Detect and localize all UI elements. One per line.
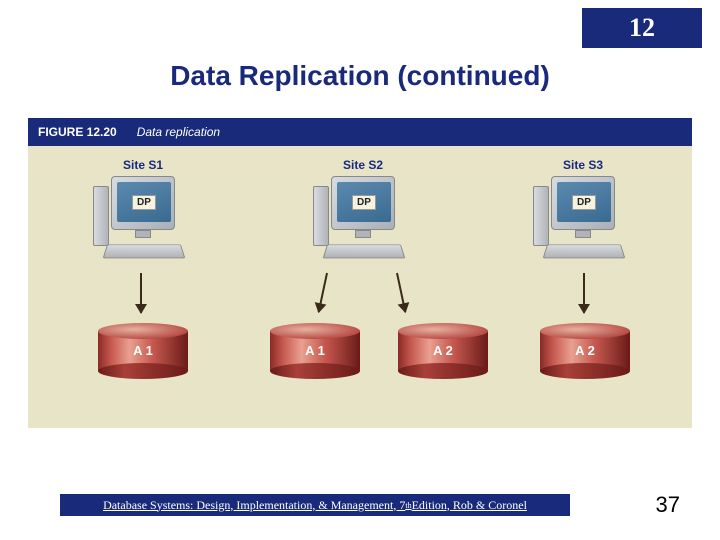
computer-icon: DP [93, 176, 193, 266]
figure-number: FIGURE 12.20 [38, 125, 117, 139]
monitor-icon: DP [551, 176, 615, 230]
database-cylinder-icon: A 1 [98, 323, 188, 378]
footer-text-suffix: Edition, Rob & Coronel [412, 498, 527, 513]
monitor-icon: DP [331, 176, 395, 230]
cylinder-top [540, 323, 630, 339]
chapter-number-box: 12 [582, 8, 702, 48]
figure-header: FIGURE 12.20 Data replication [28, 118, 692, 146]
site-group-0: Site S1 DP [83, 158, 203, 266]
cylinder-bottom [398, 363, 488, 379]
cylinder-label: A 1 [270, 343, 360, 358]
computer-icon: DP [313, 176, 413, 266]
database-cylinder-icon: A 2 [398, 323, 488, 378]
cylinder-label: A 2 [540, 343, 630, 358]
footer-citation: Database Systems: Design, Implementation… [60, 494, 570, 516]
cylinder-top [398, 323, 488, 339]
site-group-1: Site S2 DP [303, 158, 423, 266]
dp-badge: DP [132, 195, 156, 210]
screen-icon: DP [557, 182, 611, 222]
slide-title: Data Replication (continued) [0, 60, 720, 92]
arrow-icon [318, 273, 328, 313]
monitor-stand-icon [355, 230, 371, 238]
figure-caption: Data replication [137, 125, 220, 139]
site-group-2: Site S3 DP [523, 158, 643, 266]
monitor-stand-icon [575, 230, 591, 238]
database-cylinder-icon: A 2 [540, 323, 630, 378]
arrow-icon [583, 273, 585, 313]
site-label: Site S2 [303, 158, 423, 172]
arrow-icon [396, 273, 406, 313]
arrow-icon [140, 273, 142, 313]
tower-icon [313, 186, 329, 246]
cylinder-top [270, 323, 360, 339]
figure-panel: FIGURE 12.20 Data replication Site S1DPS… [28, 118, 692, 428]
cylinder-label: A 1 [98, 343, 188, 358]
keyboard-icon [543, 244, 626, 258]
cylinder-label: A 2 [398, 343, 488, 358]
screen-icon: DP [117, 182, 171, 222]
footer-text-prefix: Database Systems: Design, Implementation… [103, 498, 405, 513]
cylinder-bottom [540, 363, 630, 379]
keyboard-icon [323, 244, 406, 258]
database-cylinder-icon: A 1 [270, 323, 360, 378]
monitor-icon: DP [111, 176, 175, 230]
page-number: 37 [656, 492, 680, 518]
tower-icon [533, 186, 549, 246]
cylinder-bottom [270, 363, 360, 379]
site-label: Site S3 [523, 158, 643, 172]
dp-badge: DP [572, 195, 596, 210]
cylinder-top [98, 323, 188, 339]
chapter-number: 12 [629, 13, 655, 43]
tower-icon [93, 186, 109, 246]
screen-icon: DP [337, 182, 391, 222]
computer-icon: DP [533, 176, 633, 266]
cylinder-bottom [98, 363, 188, 379]
site-label: Site S1 [83, 158, 203, 172]
keyboard-icon [103, 244, 186, 258]
monitor-stand-icon [135, 230, 151, 238]
dp-badge: DP [352, 195, 376, 210]
